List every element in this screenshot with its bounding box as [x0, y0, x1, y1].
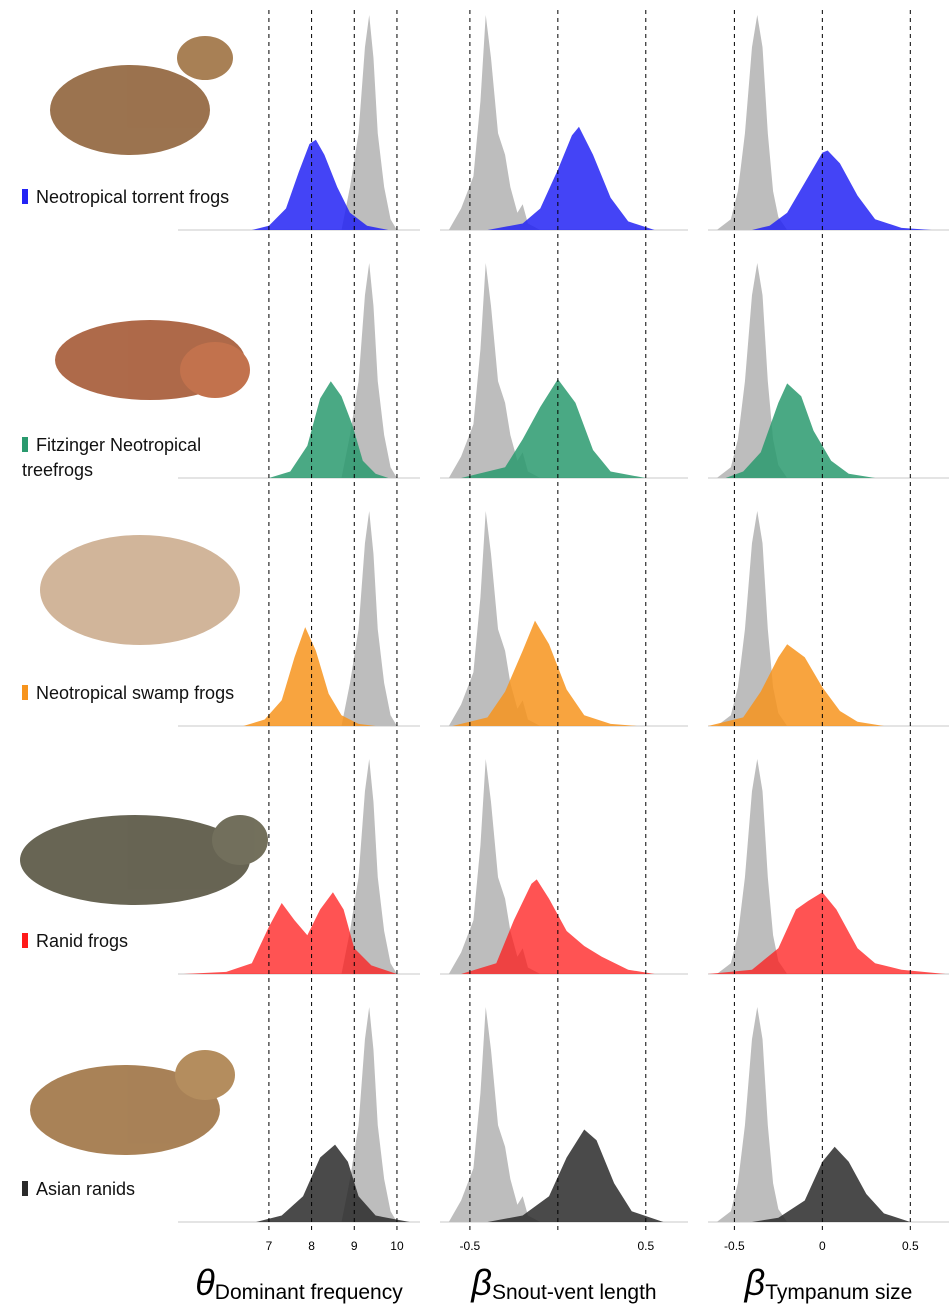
legend-entry: Ranid frogs — [22, 929, 242, 954]
x-axis-label: βSnout-vent length — [470, 1262, 656, 1304]
x-axis-label-text: Tympanum size — [765, 1281, 912, 1304]
x-tick-label: -0.5 — [724, 1239, 745, 1253]
frog-photo — [177, 36, 233, 80]
x-axis-label: βTympanum size — [744, 1262, 913, 1304]
legend-entry: Neotropical swamp frogs — [22, 681, 242, 706]
legend-swatch — [22, 189, 28, 204]
x-tick-label: 0.5 — [637, 1239, 654, 1253]
frog-photo — [40, 535, 240, 645]
x-tick-label: 0 — [819, 1239, 826, 1253]
legend-label: Neotropical swamp frogs — [36, 683, 234, 703]
legend-swatch — [22, 933, 28, 948]
density-area — [449, 1007, 540, 1222]
page: 78910θDominant frequency-0.50.5βSnout-ve… — [0, 0, 949, 1306]
legend-label: Neotropical torrent frogs — [36, 187, 229, 207]
frog-photo — [212, 815, 268, 865]
x-tick-label: 0.5 — [902, 1239, 919, 1253]
frog-photo — [175, 1050, 235, 1100]
x-tick-label: -0.5 — [460, 1239, 481, 1253]
density-area — [717, 759, 787, 974]
frog-photo — [180, 342, 250, 398]
x-tick-label: 10 — [390, 1239, 404, 1253]
legend-entry: Neotropical torrent frogs — [22, 185, 242, 210]
density-area — [341, 15, 396, 230]
frog-photo — [50, 65, 210, 155]
legend-label: Ranid frogs — [36, 931, 128, 951]
density-area — [717, 1007, 787, 1222]
x-axis-label-text: Snout-vent length — [492, 1281, 657, 1304]
density-area — [717, 15, 787, 230]
legend-entry: Asian ranids — [22, 1177, 242, 1202]
legend-entry: Fitzinger Neotropical treefrogs — [22, 433, 242, 483]
x-tick-label: 9 — [351, 1239, 358, 1253]
x-tick-label: 7 — [266, 1239, 273, 1253]
legend-swatch — [22, 685, 28, 700]
x-axis-label: θDominant frequency — [195, 1262, 403, 1304]
x-axis-symbol: β — [470, 1262, 492, 1303]
legend-swatch — [22, 437, 28, 452]
legend-label: Fitzinger Neotropical treefrogs — [22, 435, 201, 480]
x-axis-symbol: θ — [195, 1262, 215, 1303]
legend-swatch — [22, 1181, 28, 1196]
legend-label: Asian ranids — [36, 1179, 135, 1199]
x-tick-label: 8 — [308, 1239, 315, 1253]
x-axis-symbol: β — [744, 1262, 766, 1303]
density-area — [449, 15, 540, 230]
x-axis-label-text: Dominant frequency — [215, 1281, 403, 1304]
density-area — [341, 511, 396, 726]
